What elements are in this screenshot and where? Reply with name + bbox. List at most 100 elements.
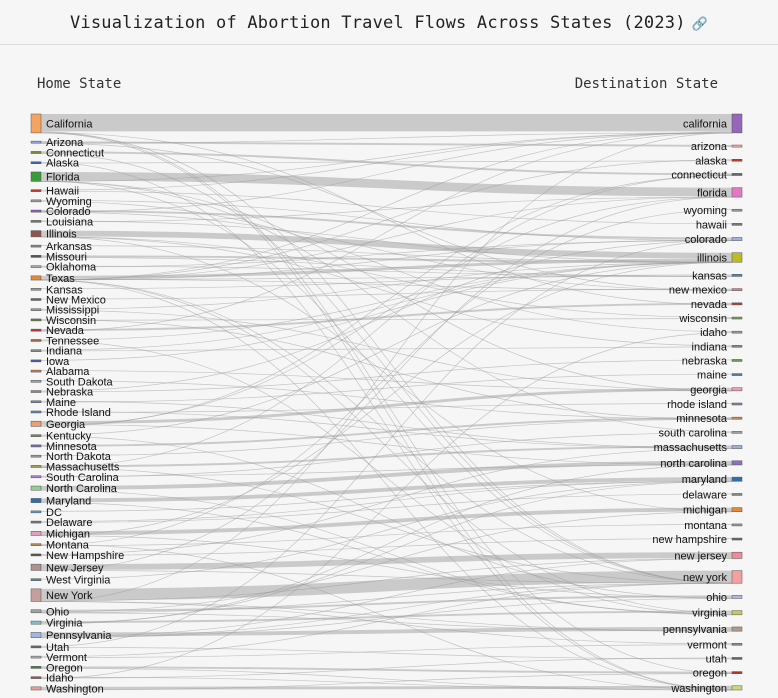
flow-link-maryland-to-maryland[interactable]: [40, 477, 733, 503]
flow-link-florida-to-california[interactable]: [40, 132, 733, 182]
flow-link-delaware-to-maryland[interactable]: [40, 480, 733, 522]
flow-link-michigan-to-illinois[interactable]: [40, 261, 733, 536]
dest-node-vermont[interactable]: [731, 643, 743, 646]
flow-link-new-jersey-to-new-york[interactable]: [40, 570, 733, 584]
home-node-mississippi[interactable]: [30, 308, 42, 311]
dest-node-maryland[interactable]: [731, 476, 743, 482]
flow-link-oklahoma-to-colorado[interactable]: [40, 240, 733, 268]
dest-node-delaware[interactable]: [731, 493, 743, 496]
flow-link-south-carolina-to-north-carolina[interactable]: [40, 464, 733, 477]
home-node-new-jersey[interactable]: [30, 563, 42, 571]
dest-node-minnesota[interactable]: [731, 416, 743, 420]
flow-link-illinois-to-wisconsin[interactable]: [40, 236, 733, 318]
home-node-hawaii[interactable]: [30, 189, 42, 192]
flow-link-massachusetts-to-massachusetts[interactable]: [40, 445, 733, 468]
flow-link-georgia-to-georgia[interactable]: [40, 387, 733, 425]
flow-link-connecticut-to-new-york[interactable]: [40, 153, 733, 584]
flow-link-illinois-to-indiana[interactable]: [40, 236, 733, 347]
dest-node-idaho[interactable]: [731, 330, 743, 334]
flow-link-colorado-to-new-mexico[interactable]: [40, 211, 733, 292]
dest-node-massachusetts[interactable]: [731, 445, 743, 449]
flow-link-nebraska-to-nebraska[interactable]: [40, 359, 733, 393]
home-node-new-york[interactable]: [30, 588, 42, 602]
dest-node-california[interactable]: [731, 113, 743, 134]
flow-link-new-york-to-new-jersey[interactable]: [40, 558, 733, 602]
home-node-arizona[interactable]: [30, 140, 42, 144]
dest-node-new-york[interactable]: [731, 570, 743, 584]
home-node-nebraska[interactable]: [30, 390, 42, 393]
flow-link-connecticut-to-connecticut[interactable]: [40, 151, 733, 176]
home-node-missouri[interactable]: [30, 255, 42, 258]
flow-link-new-jersey-to-florida[interactable]: [40, 196, 733, 571]
flow-link-massachusetts-to-new-york[interactable]: [40, 467, 733, 584]
home-node-florida[interactable]: [30, 171, 42, 182]
dest-node-colorado[interactable]: [731, 237, 743, 241]
flow-link-pennsylvania-to-ohio[interactable]: [40, 598, 733, 639]
flow-link-arizona-to-new-mexico[interactable]: [40, 142, 733, 292]
flow-link-ohio-to-ohio[interactable]: [40, 595, 733, 612]
flow-link-new-hampshire-to-new-hampshire[interactable]: [40, 538, 733, 556]
flow-link-massachusetts-to-connecticut[interactable]: [40, 175, 733, 468]
dest-node-virginia[interactable]: [731, 610, 743, 616]
home-node-oklahoma[interactable]: [30, 265, 42, 268]
home-node-tennessee[interactable]: [30, 339, 42, 342]
home-node-colorado[interactable]: [30, 209, 42, 213]
home-node-montana[interactable]: [30, 543, 42, 546]
flow-link-pennsylvania-to-pennsylvania[interactable]: [40, 626, 733, 637]
flow-link-ohio-to-new-york[interactable]: [40, 582, 733, 614]
flow-link-illinois-to-michigan[interactable]: [40, 236, 733, 513]
flow-link-colorado-to-california[interactable]: [40, 132, 733, 213]
flow-link-mississippi-to-georgia[interactable]: [40, 309, 733, 392]
home-node-pennsylvania[interactable]: [30, 632, 42, 638]
dest-node-utah[interactable]: [731, 657, 743, 660]
flow-link-west-virginia-to-maryland[interactable]: [40, 480, 733, 580]
dest-node-wisconsin[interactable]: [731, 316, 743, 320]
dest-node-indiana[interactable]: [731, 345, 743, 348]
dest-node-montana[interactable]: [731, 523, 743, 527]
dest-node-rhode-island[interactable]: [731, 402, 743, 406]
home-node-new-mexico[interactable]: [30, 298, 42, 301]
home-node-north-dakota[interactable]: [30, 454, 42, 458]
flow-link-pennsylvania-to-new-jersey[interactable]: [40, 558, 733, 638]
flow-link-north-dakota-to-minnesota[interactable]: [40, 418, 733, 457]
flow-link-ohio-to-pennsylvania[interactable]: [40, 612, 733, 632]
home-node-dc[interactable]: [30, 510, 42, 514]
dest-node-nebraska[interactable]: [731, 359, 743, 362]
flow-link-virginia-to-north-carolina[interactable]: [40, 464, 733, 625]
home-node-wisconsin[interactable]: [30, 318, 42, 322]
flow-link-nebraska-to-colorado[interactable]: [40, 240, 733, 392]
flow-link-illinois-to-illinois[interactable]: [40, 230, 733, 259]
flow-link-tennessee-to-virginia[interactable]: [40, 340, 733, 616]
dest-node-new-hampshire[interactable]: [731, 537, 743, 541]
home-node-north-carolina[interactable]: [30, 485, 42, 491]
home-node-virginia[interactable]: [30, 620, 42, 625]
home-node-massachusetts[interactable]: [30, 465, 42, 468]
flow-link-maine-to-massachusetts[interactable]: [40, 400, 733, 449]
flow-link-montana-to-montana[interactable]: [40, 524, 733, 547]
flow-link-louisiana-to-illinois[interactable]: [40, 220, 733, 263]
flow-link-dc-to-maryland[interactable]: [40, 480, 733, 512]
flow-link-utah-to-colorado[interactable]: [40, 240, 733, 647]
dest-node-maine[interactable]: [731, 373, 743, 376]
flow-link-oregon-to-oregon[interactable]: [40, 666, 733, 674]
flow-link-idaho-to-idaho[interactable]: [40, 332, 733, 679]
dest-node-ohio[interactable]: [731, 595, 743, 599]
home-node-indiana[interactable]: [30, 349, 42, 352]
home-node-south-carolina[interactable]: [30, 475, 42, 479]
home-node-ohio[interactable]: [30, 609, 42, 614]
flow-link-vermont-to-vermont[interactable]: [40, 644, 733, 658]
dest-node-nevada[interactable]: [731, 302, 743, 306]
home-node-wyoming[interactable]: [30, 199, 42, 203]
home-node-idaho[interactable]: [30, 676, 42, 679]
flow-link-delaware-to-delaware[interactable]: [40, 493, 733, 523]
dest-node-arizona[interactable]: [731, 144, 743, 148]
flow-link-montana-to-washington[interactable]: [40, 543, 733, 691]
dest-node-hawaii[interactable]: [731, 223, 743, 226]
dest-node-new-jersey[interactable]: [731, 551, 743, 559]
home-node-oregon[interactable]: [30, 666, 42, 669]
dest-node-oregon[interactable]: [731, 671, 743, 674]
flow-link-washington-to-oregon[interactable]: [40, 673, 733, 691]
dest-node-florida[interactable]: [731, 187, 743, 198]
flow-link-wisconsin-to-minnesota[interactable]: [40, 319, 733, 420]
dest-node-alaska[interactable]: [731, 159, 743, 162]
